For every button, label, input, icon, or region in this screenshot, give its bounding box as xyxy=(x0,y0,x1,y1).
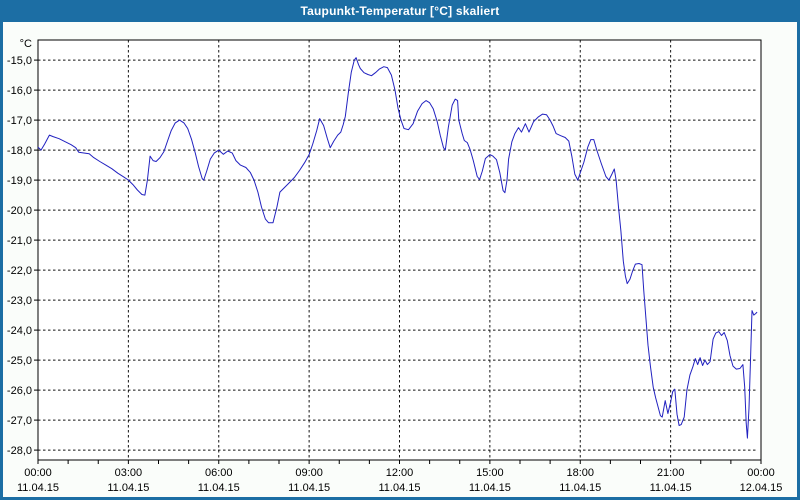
x-tick-time-label: 12:00 xyxy=(386,467,414,479)
x-tick-date-label: 11.04.15 xyxy=(378,482,420,494)
x-tick-date-label: 11.04.15 xyxy=(469,482,511,494)
window-title: Taupunkt-Temperatur [°C] skaliert xyxy=(300,4,500,18)
y-tick-label: -27,0 xyxy=(7,415,32,427)
y-tick-label: -16,0 xyxy=(7,85,32,97)
y-tick-label: -15,0 xyxy=(7,55,32,67)
y-tick-label: -26,0 xyxy=(7,385,32,397)
y-tick-label: -21,0 xyxy=(7,235,32,247)
x-tick-time-label: 09:00 xyxy=(295,467,323,479)
y-axis-unit-label: °C xyxy=(20,38,32,50)
x-tick-time-label: 21:00 xyxy=(657,467,685,479)
x-tick-time-label: 06:00 xyxy=(205,467,233,479)
x-tick-date-label: 11.04.15 xyxy=(17,482,59,494)
dew-point-chart: -15,0 -16,0 -17,0 -18,0 -19,0 -20,0 -21,0 -22,0… xyxy=(7,38,783,494)
y-tick-label: -28,0 xyxy=(7,445,32,457)
x-tick-date-label: 11.04.15 xyxy=(198,482,240,494)
x-tick-date-label: 11.04.15 xyxy=(288,482,330,494)
x-tick-date-label: 12.04.15 xyxy=(740,482,783,494)
y-tick-label: -23,0 xyxy=(7,295,32,307)
y-tick-label: -18,0 xyxy=(7,145,32,157)
y-tick-label: -25,0 xyxy=(7,355,32,367)
x-tick-date-label: 11.04.15 xyxy=(107,482,149,494)
x-tick-date-label: 11.04.15 xyxy=(650,482,692,494)
x-tick-time-label: 00:00 xyxy=(24,467,52,479)
x-tick-time-label: 03:00 xyxy=(115,467,143,479)
y-tick-label: -17,0 xyxy=(7,115,32,127)
dew-point-series-line xyxy=(37,57,758,439)
window-title-bar: Taupunkt-Temperatur [°C] skaliert xyxy=(0,0,800,22)
x-tick-time-label: 00:00 xyxy=(747,467,775,479)
y-tick-label: -20,0 xyxy=(7,205,32,217)
plot-border xyxy=(37,39,762,461)
y-tick-label: -22,0 xyxy=(7,265,32,277)
y-tick-label: -19,0 xyxy=(7,175,32,187)
x-tick-date-label: 11.04.15 xyxy=(559,482,601,494)
y-tick-label: -24,0 xyxy=(7,325,32,337)
x-tick-time-label: 18:00 xyxy=(566,467,594,479)
x-tick-time-label: 15:00 xyxy=(476,467,504,479)
